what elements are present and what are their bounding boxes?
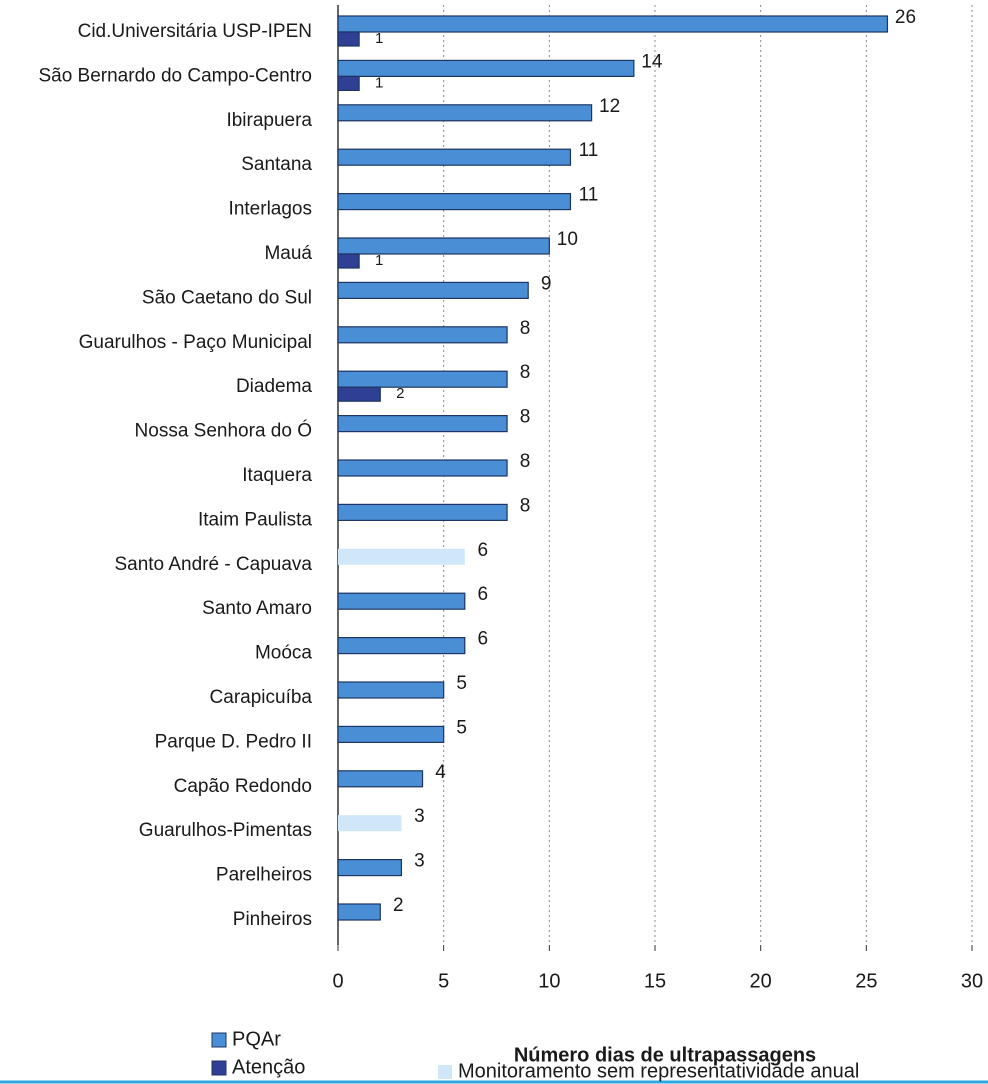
y-tick-label: Ibirapuera xyxy=(226,110,312,131)
data-label: 3 xyxy=(414,806,425,827)
y-tick-label: São Caetano do Sul xyxy=(142,287,312,308)
data-label: 6 xyxy=(478,629,489,650)
y-tick-label: Parque D. Pedro II xyxy=(155,731,312,752)
bar xyxy=(337,253,360,269)
bar xyxy=(337,31,360,47)
bar xyxy=(337,370,508,388)
bar xyxy=(337,636,466,655)
y-tick-label: Santana xyxy=(241,154,312,175)
legend-label: PQAr xyxy=(232,1028,281,1050)
bar xyxy=(337,15,889,33)
bar xyxy=(337,237,550,255)
y-tick-label: Guarulhos-Pimentas xyxy=(139,820,312,841)
y-tick-label: Capão Redondo xyxy=(174,776,312,797)
y-tick-label: Pinheiros xyxy=(233,909,312,930)
data-label: 8 xyxy=(520,495,531,516)
y-tick-label: Nossa Senhora do Ó xyxy=(135,420,312,442)
bar xyxy=(337,681,445,699)
y-tick-label: Cid.Universitária USP-IPEN xyxy=(78,21,312,42)
bar xyxy=(337,592,466,610)
data-label: 11 xyxy=(579,185,599,206)
data-label: 8 xyxy=(520,407,531,428)
data-label: 10 xyxy=(557,229,578,250)
data-label: 1 xyxy=(375,30,383,47)
y-tick-label: Parelheiros xyxy=(216,865,312,886)
data-label: 8 xyxy=(520,318,531,339)
legend-label: Atenção xyxy=(232,1056,305,1078)
data-label: 14 xyxy=(641,51,663,72)
legend-swatch xyxy=(211,1060,227,1076)
bar xyxy=(337,148,572,166)
data-label: 5 xyxy=(456,673,467,694)
data-label: 26 xyxy=(895,7,916,28)
bar xyxy=(337,858,403,877)
y-tick-label: Diadema xyxy=(236,376,312,397)
y-tick-label: Santo André - Capuava xyxy=(114,554,312,575)
y-tick-label: Carapicuíba xyxy=(210,687,313,708)
bar xyxy=(337,75,360,92)
bar xyxy=(337,59,635,78)
data-label: 2 xyxy=(393,895,404,916)
y-tick-label: Moóca xyxy=(255,643,312,664)
bar xyxy=(337,503,508,521)
data-label: 5 xyxy=(456,717,467,738)
bar xyxy=(337,281,529,299)
bar xyxy=(337,770,424,788)
data-label: 4 xyxy=(435,762,446,783)
data-label: 12 xyxy=(599,96,620,117)
x-tick-label: 25 xyxy=(855,970,877,992)
x-tick-label: 5 xyxy=(438,970,449,992)
data-label: 2 xyxy=(396,385,404,402)
y-tick-label: Itaim Paulista xyxy=(198,509,312,530)
data-label: 6 xyxy=(478,540,489,561)
bar xyxy=(338,548,465,565)
legend-swatch xyxy=(211,1032,227,1048)
data-label: 11 xyxy=(579,140,599,161)
legend-label: Monitoramento sem representatividade anu… xyxy=(458,1060,859,1082)
bar xyxy=(337,415,508,433)
bar xyxy=(337,193,572,211)
legend-swatch xyxy=(438,1065,452,1079)
x-tick-label: 15 xyxy=(644,970,666,992)
bar xyxy=(337,104,593,122)
data-label: 1 xyxy=(375,252,383,269)
x-tick-label: 10 xyxy=(538,970,560,992)
bar xyxy=(337,459,508,477)
x-tick-label: 20 xyxy=(750,970,772,992)
data-label: 8 xyxy=(520,451,531,472)
y-tick-label: São Bernardo do Campo-Centro xyxy=(38,65,312,86)
bar xyxy=(338,815,402,832)
data-label: 3 xyxy=(414,851,425,872)
y-tick-label: Itaquera xyxy=(242,465,312,486)
y-tick-label: Guarulhos - Paço Municipal xyxy=(79,332,312,353)
x-axis-title: Número dias de ultrapassagens xyxy=(514,1044,816,1066)
y-tick-label: Interlagos xyxy=(229,199,312,220)
y-tick-label: Santo Amaro xyxy=(202,598,312,619)
data-label: 6 xyxy=(478,584,489,605)
x-tick-label: 0 xyxy=(332,970,343,992)
data-label: 8 xyxy=(520,362,531,383)
data-label: 9 xyxy=(541,273,552,294)
x-tick-label: 30 xyxy=(961,970,983,992)
bar xyxy=(337,386,381,402)
bar xyxy=(337,326,508,344)
bar xyxy=(337,725,445,744)
data-label: 1 xyxy=(375,74,383,91)
bar xyxy=(337,903,381,921)
y-tick-label: Mauá xyxy=(264,243,312,264)
